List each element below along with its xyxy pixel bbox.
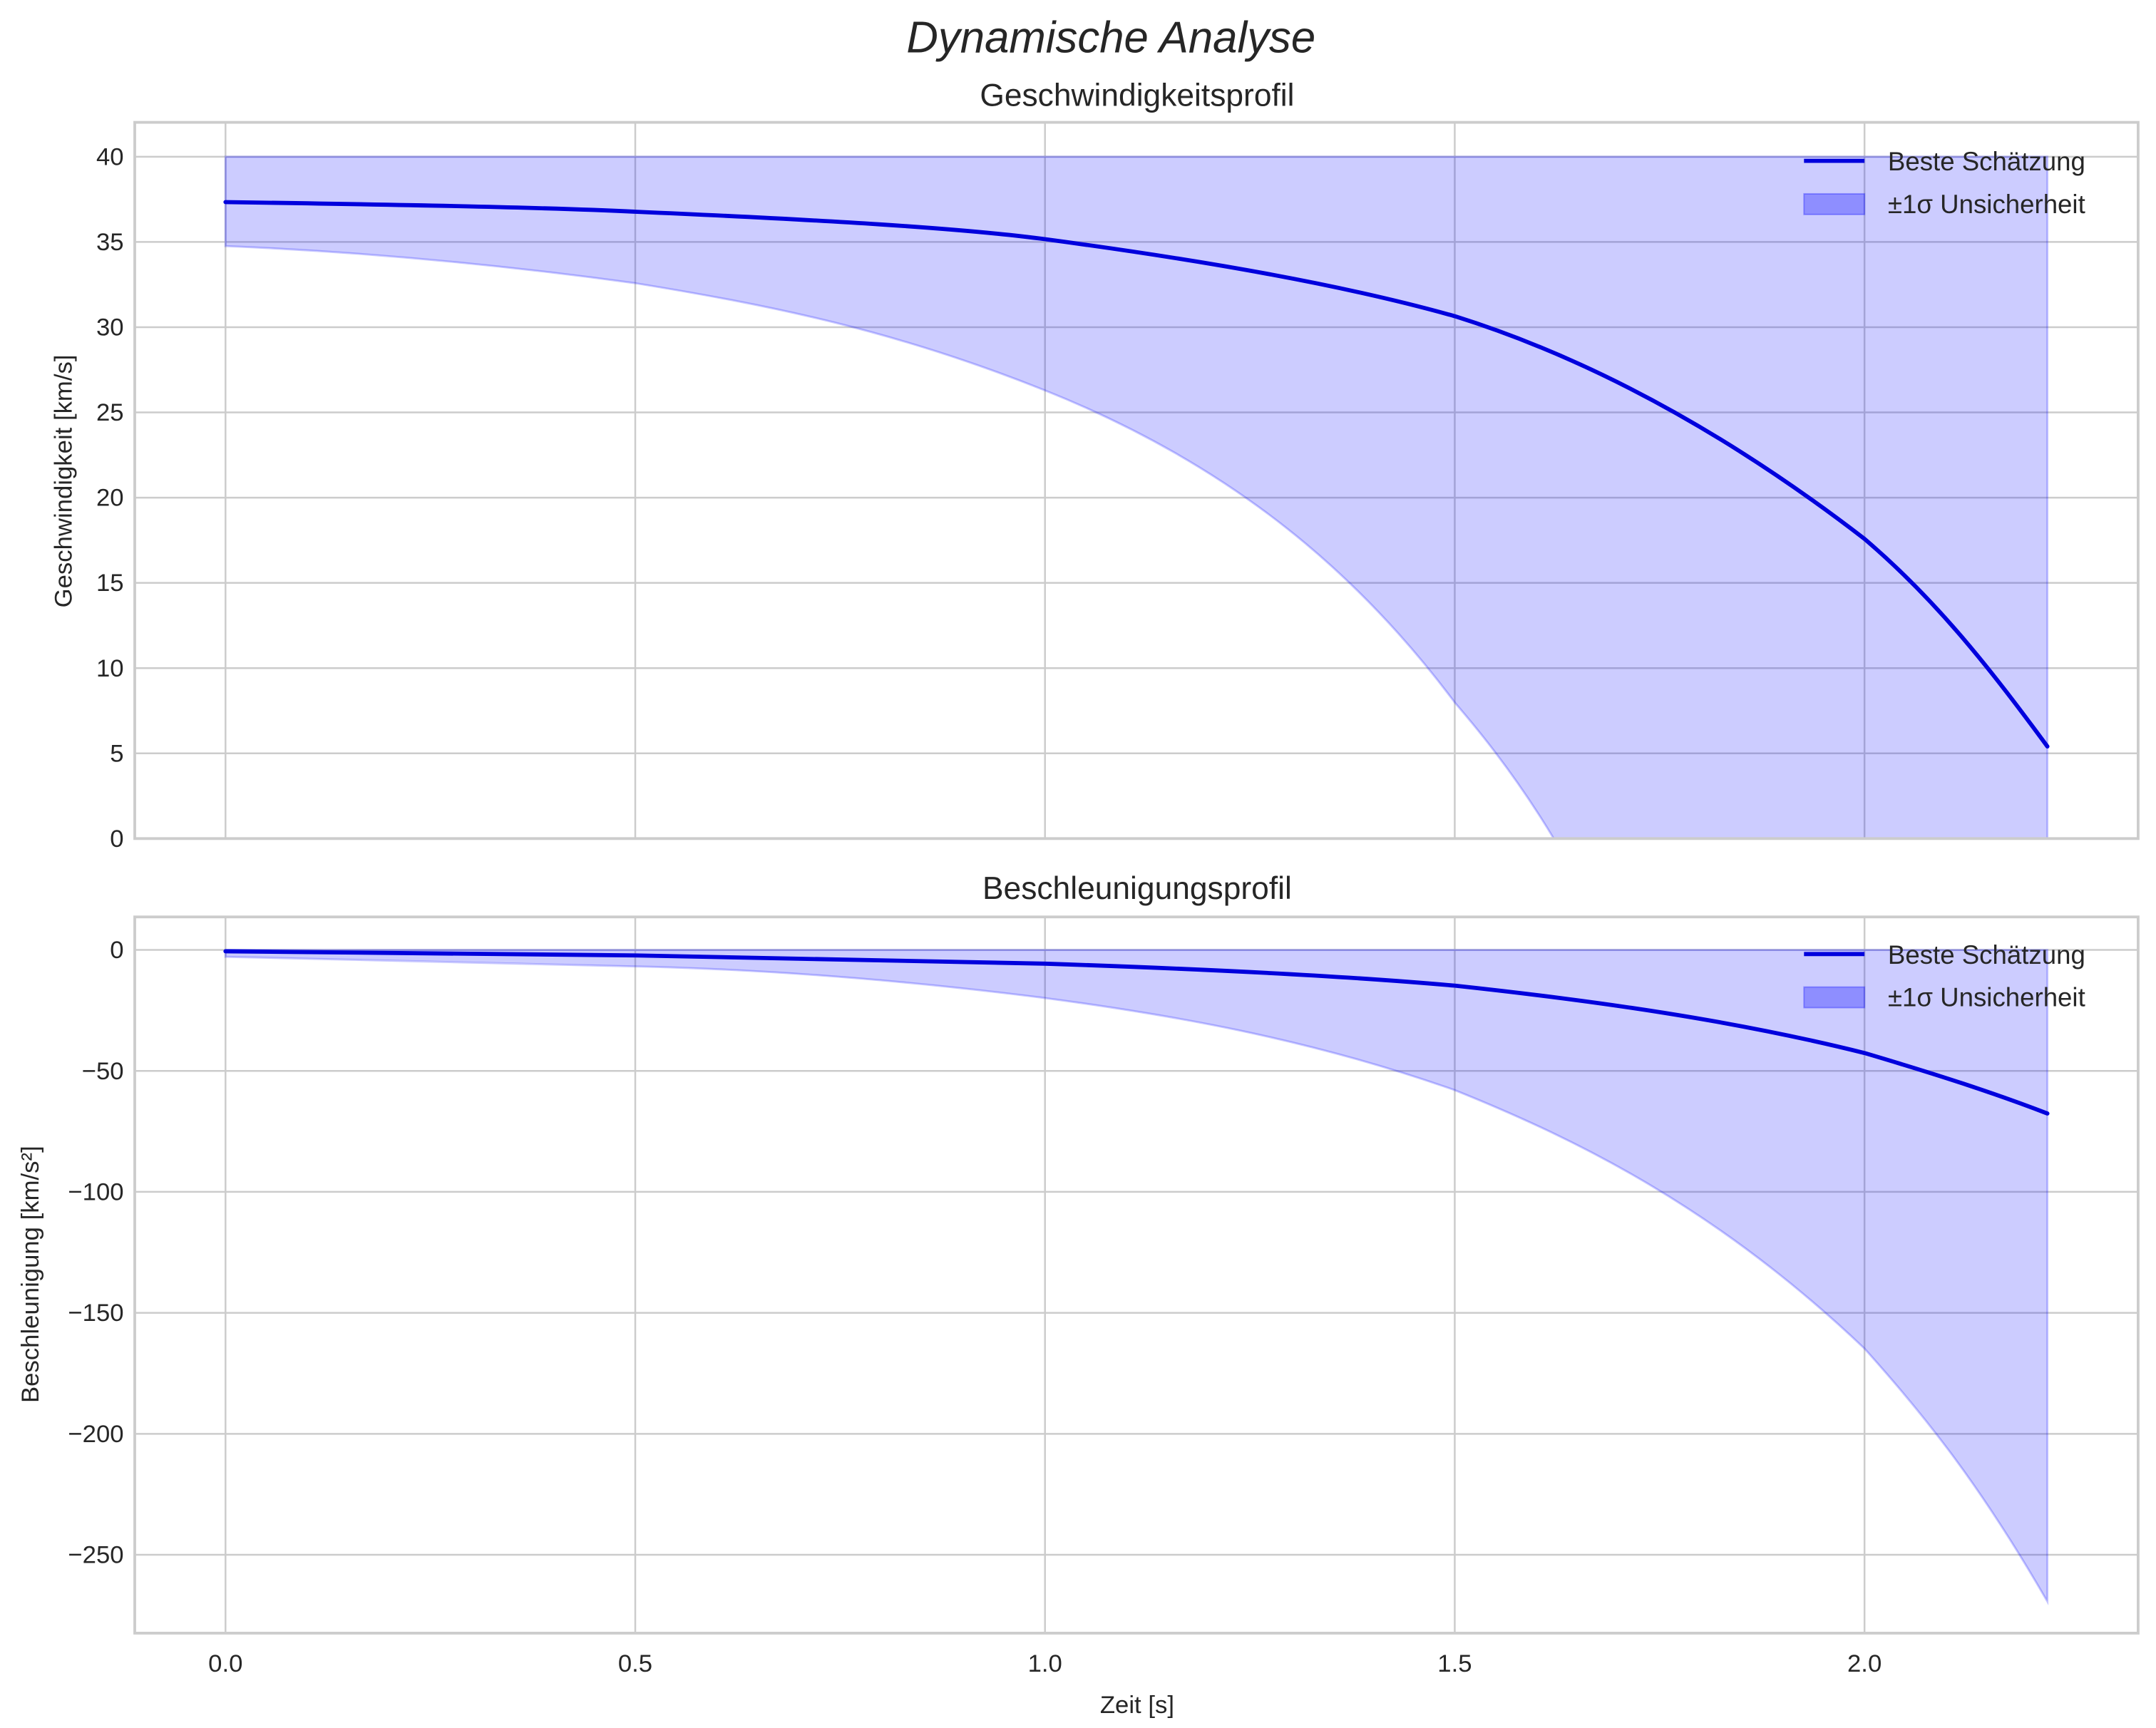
y-tick: 0	[110, 826, 123, 853]
y-tick: −150	[68, 1300, 123, 1327]
acceleration-uncertainty-band	[224, 949, 2049, 1605]
velocity-chart-title: Geschwindigkeitsprofil	[980, 78, 1294, 113]
legend-band-swatch	[1803, 192, 1866, 215]
acceleration-legend: Beste Schätzung ±1σ Unsicherheit	[1803, 940, 2085, 1012]
y-tick: −50	[82, 1058, 124, 1085]
x-axis-label: Zeit [s]	[1100, 1692, 1174, 1719]
velocity-y-axis-label: Geschwindigkeit [km/s]	[50, 355, 77, 608]
x-tick: 2.0	[1847, 1650, 1882, 1677]
acceleration-y-axis: 0 −50 −100 −150 −200 −250	[68, 937, 123, 1568]
legend-best-estimate-label: Beste Schätzung	[1888, 147, 2085, 176]
y-tick: 10	[96, 655, 124, 682]
x-tick: 1.0	[1028, 1650, 1062, 1677]
acceleration-chart-title: Beschleunigungsprofil	[982, 871, 1292, 906]
acceleration-y-axis-label: Beschleunigung [km/s²]	[17, 1146, 44, 1403]
x-tick: 0.0	[208, 1650, 242, 1677]
velocity-legend: Beste Schätzung ±1σ Unsicherheit	[1803, 147, 2085, 219]
y-tick: 0	[110, 937, 123, 964]
acceleration-best-estimate-line	[223, 949, 2050, 1116]
x-axis: 0.0 0.5 1.0 1.5 2.0	[208, 1650, 1882, 1677]
legend-band-swatch	[1803, 986, 1866, 1009]
legend-uncertainty-label: ±1σ Unsicherheit	[1888, 983, 2085, 1012]
legend-best-estimate-label: Beste Schätzung	[1888, 940, 2085, 970]
acceleration-grid	[135, 917, 2138, 1633]
x-tick: 1.5	[1437, 1650, 1472, 1677]
legend-uncertainty-label: ±1σ Unsicherheit	[1888, 190, 2085, 219]
y-tick: 15	[96, 570, 124, 597]
y-tick: 30	[96, 314, 124, 341]
y-tick: 25	[96, 399, 124, 426]
y-tick: 5	[110, 740, 123, 767]
velocity-uncertainty-band	[224, 155, 2049, 839]
velocity-y-axis: 40 35 30 25 20 15 10 5 0	[96, 143, 124, 852]
acceleration-chart: Beschleunigungsprofil 0 −50 −100 −150 −2…	[17, 871, 2140, 1719]
y-tick: −200	[68, 1421, 123, 1448]
velocity-grid	[135, 122, 2138, 839]
y-tick: 35	[96, 229, 124, 256]
velocity-best-estimate-line	[223, 200, 2050, 749]
y-tick: −100	[68, 1178, 123, 1205]
x-tick: 0.5	[618, 1650, 652, 1677]
figure-title: Dynamische Analyse	[906, 13, 1315, 62]
y-tick: −250	[68, 1542, 123, 1569]
y-tick: 20	[96, 485, 124, 512]
velocity-chart: Geschwindigkeitsprofil 40	[50, 78, 2140, 853]
y-tick: 40	[96, 143, 124, 170]
